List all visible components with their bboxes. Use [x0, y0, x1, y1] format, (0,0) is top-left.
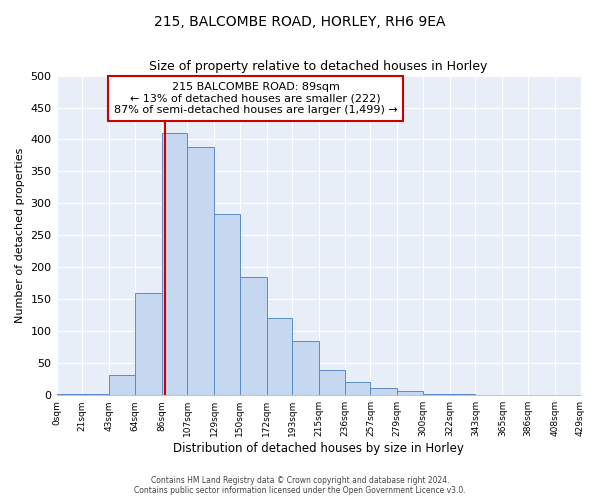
Text: Contains HM Land Registry data © Crown copyright and database right 2024.
Contai: Contains HM Land Registry data © Crown c… — [134, 476, 466, 495]
Bar — [345, 382, 370, 395]
Bar — [266, 318, 292, 395]
Bar — [475, 394, 502, 395]
Bar — [240, 277, 266, 395]
Bar — [214, 214, 240, 395]
Bar — [135, 293, 161, 395]
Bar — [161, 133, 187, 395]
Bar — [82, 394, 109, 395]
Bar — [370, 388, 397, 395]
Title: Size of property relative to detached houses in Horley: Size of property relative to detached ho… — [149, 60, 488, 73]
Bar — [397, 392, 423, 395]
Y-axis label: Number of detached properties: Number of detached properties — [15, 148, 25, 323]
Bar — [502, 394, 528, 395]
Bar — [109, 375, 135, 395]
Bar — [56, 394, 82, 395]
Bar — [423, 394, 450, 395]
Bar — [319, 370, 345, 395]
Bar — [450, 394, 475, 395]
Text: 215, BALCOMBE ROAD, HORLEY, RH6 9EA: 215, BALCOMBE ROAD, HORLEY, RH6 9EA — [154, 15, 446, 29]
Bar — [187, 147, 214, 395]
Text: 215 BALCOMBE ROAD: 89sqm
← 13% of detached houses are smaller (222)
87% of semi-: 215 BALCOMBE ROAD: 89sqm ← 13% of detach… — [114, 82, 398, 115]
X-axis label: Distribution of detached houses by size in Horley: Distribution of detached houses by size … — [173, 442, 464, 455]
Bar — [528, 394, 555, 395]
Bar — [555, 394, 581, 395]
Bar — [292, 341, 319, 395]
